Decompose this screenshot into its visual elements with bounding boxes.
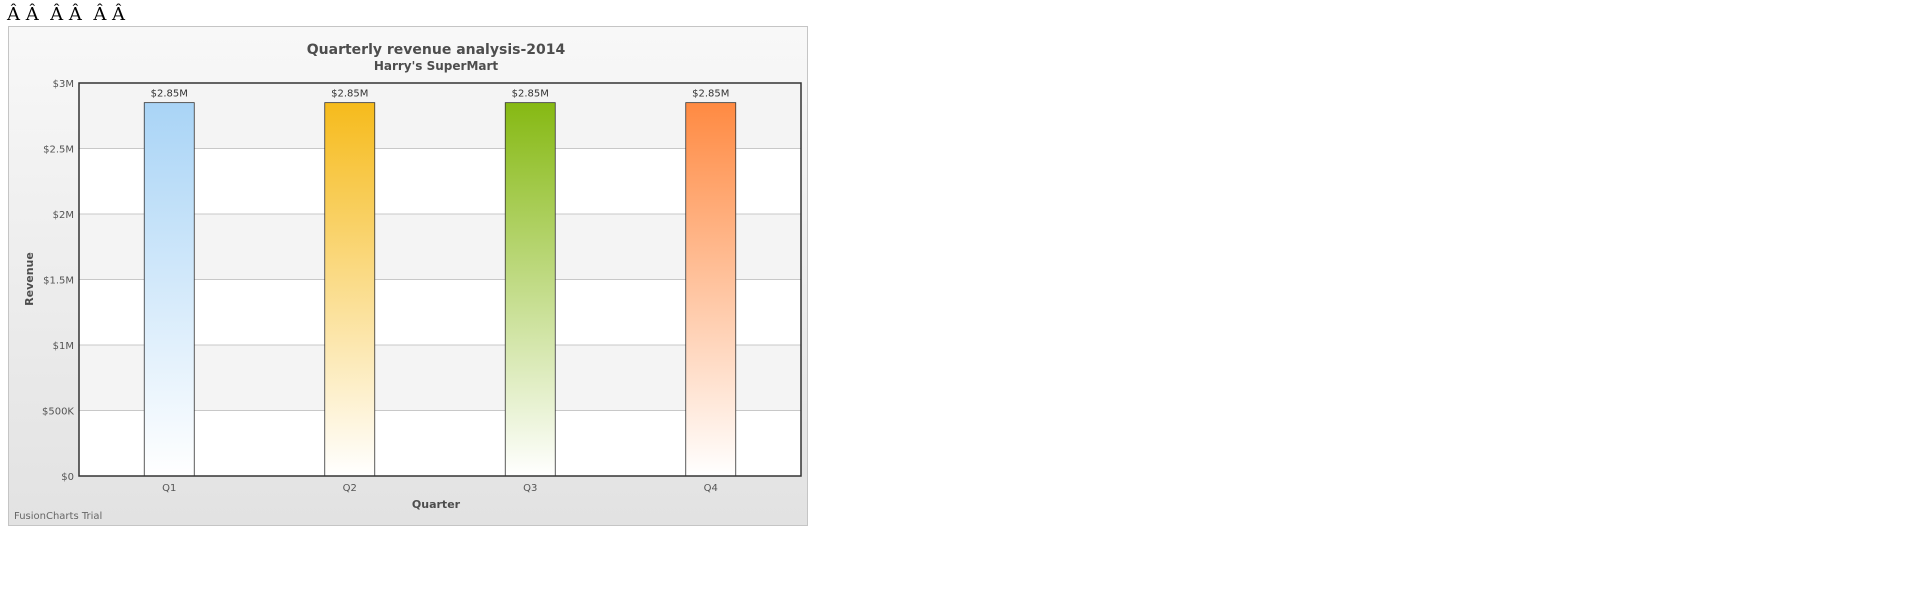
chart-title: Quarterly revenue analysis-2014 bbox=[307, 42, 566, 58]
plot-band bbox=[79, 279, 801, 345]
chart-subtitle: Harry's SuperMart bbox=[374, 59, 499, 73]
plot-border bbox=[78, 82, 802, 477]
value-label-q3: $2.85M bbox=[512, 89, 549, 100]
x-tick-label: Q4 bbox=[704, 483, 718, 494]
x-axis-label: Quarter bbox=[412, 498, 461, 511]
plot-band bbox=[79, 410, 801, 476]
fusioncharts-watermark: FusionCharts Trial bbox=[14, 511, 103, 522]
chart-container: $0 $500K $1M $1.5M $2M $2.5M $3M Q1 Q2 Q3 Q4 $2.8… bbox=[8, 26, 808, 526]
y-tick-label: $2M bbox=[53, 210, 74, 221]
y-tick-label: $1.5M bbox=[43, 276, 74, 287]
value-label-q1: $2.85M bbox=[151, 89, 188, 100]
value-label-q4: $2.85M bbox=[692, 89, 729, 100]
plot-band bbox=[79, 148, 801, 214]
y-axis-label: Revenue bbox=[23, 252, 36, 306]
value-label-q2: $2.85M bbox=[331, 89, 368, 100]
y-tick-label: $500K bbox=[42, 407, 74, 418]
page-header-text: Â Â Â Â Â Â bbox=[7, 4, 126, 25]
x-tick-label: Q3 bbox=[523, 483, 537, 494]
y-tick-label: $3M bbox=[53, 79, 74, 90]
bar-chart: $0 $500K $1M $1.5M $2M $2.5M $3M Q1 Q2 Q3 Q4 $2.8… bbox=[23, 42, 802, 511]
bar-q4[interactable] bbox=[685, 102, 737, 477]
plot-band bbox=[79, 214, 801, 280]
plot-band bbox=[79, 345, 801, 411]
bar-q1[interactable] bbox=[143, 102, 195, 477]
y-tick-label: $0 bbox=[61, 472, 74, 483]
x-tick-label: Q2 bbox=[343, 483, 357, 494]
y-tick-label: $1M bbox=[53, 341, 74, 352]
bar-q2[interactable] bbox=[324, 102, 376, 477]
x-tick-label: Q1 bbox=[162, 483, 176, 494]
bar-q3[interactable] bbox=[504, 102, 556, 477]
y-tick-label: $2.5M bbox=[43, 145, 74, 156]
plot-band bbox=[79, 83, 801, 149]
